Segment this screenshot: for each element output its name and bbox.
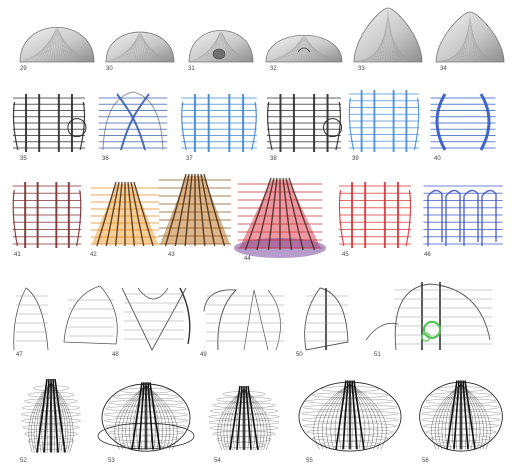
figure-38: 38 [262,88,346,166]
dense-drawing [419,380,503,452]
line-drawing [121,287,191,351]
figure-31: 31 [186,10,256,76]
figure-45: 45 [334,176,416,262]
figure-label: 29 [20,66,27,72]
figure-label: 44 [244,256,251,262]
shell-drawing [265,34,343,63]
figure-label: 41 [14,252,21,258]
structure-drawing [338,182,412,248]
figure-43: 43 [154,170,236,262]
figure-55: 55 [292,374,408,468]
figure-label: 33 [358,66,365,72]
figure-label: 31 [188,66,195,72]
figure-41: 41 [8,176,86,262]
figure-label: 40 [434,156,441,162]
figure-label: 55 [306,458,313,464]
line-drawing [203,289,284,351]
figure-label: 43 [168,252,175,258]
dense-drawing [21,378,81,453]
figure-label: 50 [296,352,303,358]
figure-42: 42 [86,178,164,262]
structure-drawing [12,94,87,152]
figure-label: 36 [102,156,109,162]
figure-40: 40 [426,88,500,166]
figure-36: 36 [94,88,172,166]
shell-drawing [19,27,95,63]
figure-label: 48 [112,352,119,358]
figure-47: 47 [4,280,134,362]
figure-48: 48 [108,280,200,362]
structure-drawing [348,90,420,152]
line-drawing [365,282,492,351]
shell-drawing [353,7,423,63]
figure-label: 35 [20,156,27,162]
figure-56: 56 [414,374,508,468]
figure-49: 49 [196,280,292,362]
figure-46: 46 [418,176,508,262]
figure-label: 45 [342,252,349,258]
figure-label: 49 [200,352,207,358]
line-drawing [304,287,349,351]
figure-label: 53 [108,458,115,464]
structure-drawing [12,182,82,248]
structure-drawing [98,91,168,151]
figure-label: 52 [20,458,27,464]
figure-39: 39 [344,84,424,166]
figure-52: 52 [12,376,90,468]
shell-drawing [105,31,175,63]
figure-label: 34 [440,66,447,72]
figure-35: 35 [8,88,90,166]
figure-54: 54 [202,380,286,468]
figure-label: 30 [106,66,113,72]
figure-label: 37 [186,156,193,162]
figure-32: 32 [264,10,344,76]
figure-label: 38 [270,156,277,162]
figure-label: 47 [16,352,23,358]
line-drawing [13,285,118,351]
figure-label: 39 [352,156,359,162]
figure-33: 33 [352,4,424,76]
figure-label: 51 [374,352,381,358]
structure-drawing [233,177,327,258]
figure-50: 50 [296,280,360,362]
structure-drawing [430,93,496,151]
dense-drawing [208,385,280,450]
structure-drawing [423,185,503,246]
figure-30: 30 [104,10,176,76]
structure-drawing [90,181,160,247]
figure-label: 42 [90,252,97,258]
figure-51: 51 [360,278,508,362]
figure-label: 46 [424,252,431,258]
figure-label: 32 [270,66,277,72]
figure-34: 34 [434,6,506,76]
structure-drawing [158,173,232,247]
figure-29: 29 [18,10,96,76]
figure-44: 44 [232,174,328,266]
figure-label: 54 [214,458,221,464]
structure-drawing [181,94,257,152]
figure-label: 56 [422,458,429,464]
dense-drawing [298,380,402,452]
structure-drawing [267,94,343,152]
dense-drawing [97,382,195,452]
shell-drawing [435,11,505,63]
shell-drawing [188,30,254,63]
figure-37: 37 [176,88,262,166]
figure-53: 53 [96,376,196,468]
